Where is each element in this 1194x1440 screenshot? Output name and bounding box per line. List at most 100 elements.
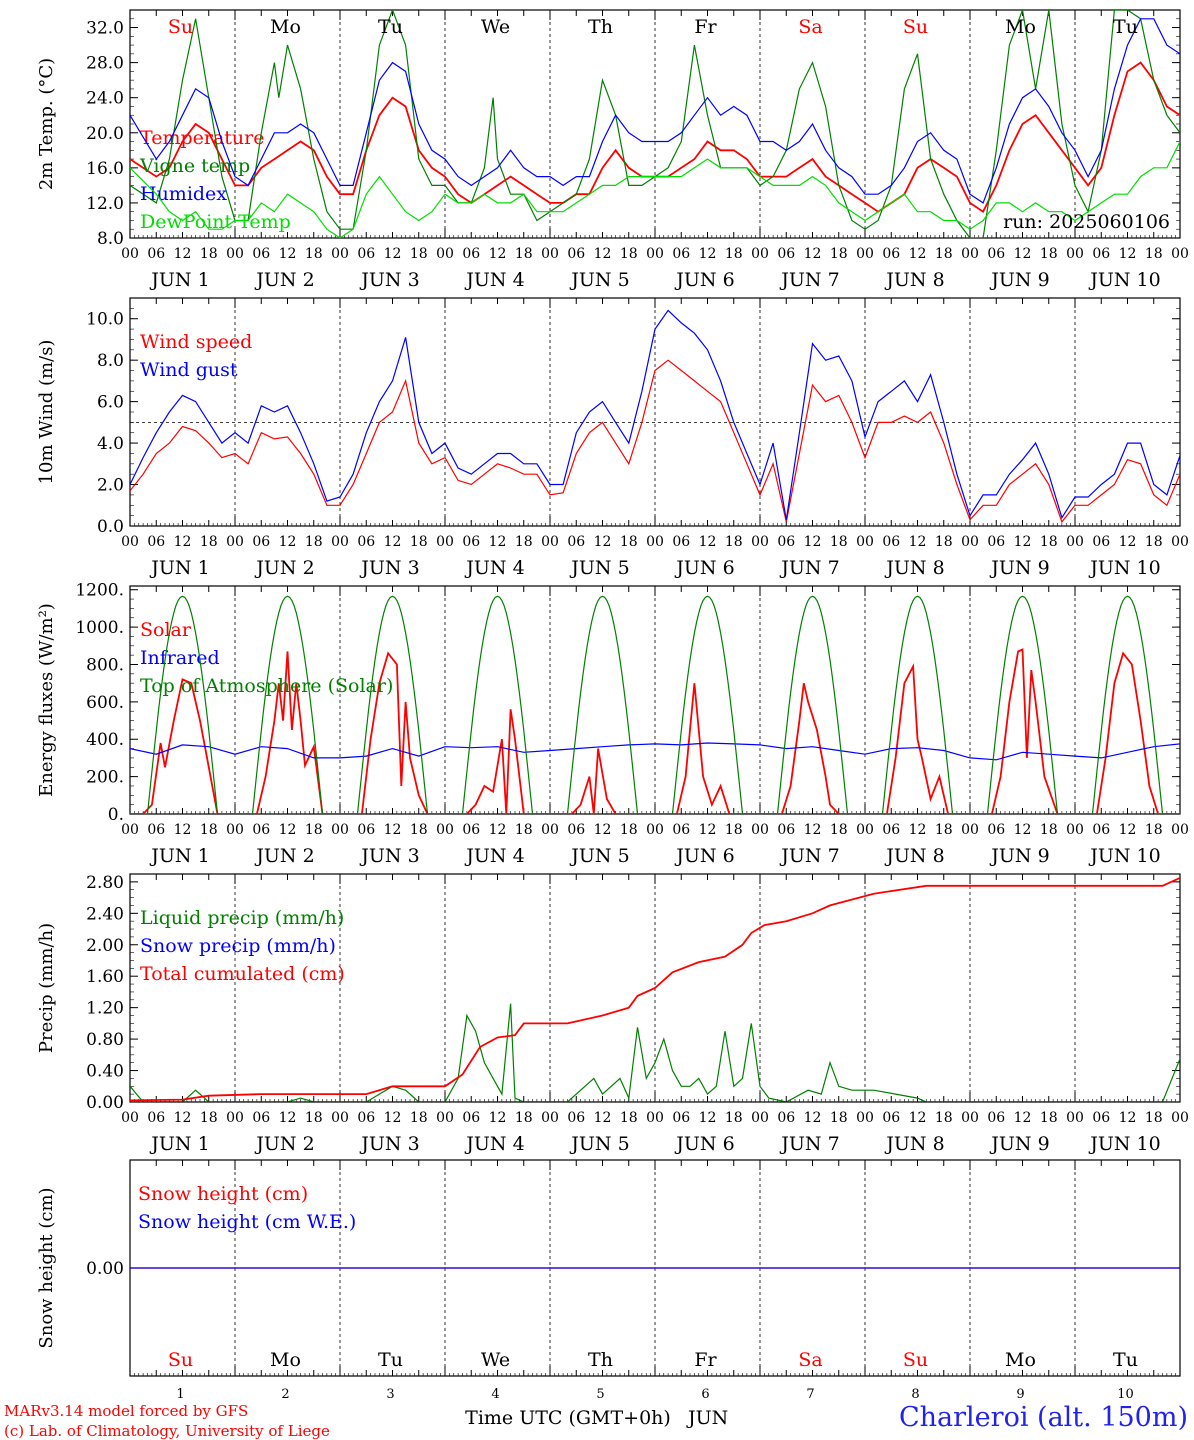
date-label: JUN 1 [149, 845, 209, 867]
y-tick-label: 600. [86, 693, 124, 713]
hour-tick-label: 12 [804, 1110, 822, 1126]
hour-tick-label: 06 [462, 822, 480, 838]
hour-tick-label: 18 [200, 534, 218, 550]
hour-tick-label: 12 [1014, 534, 1032, 550]
date-label: JUN 10 [1088, 557, 1160, 579]
y-tick-label: 4.0 [97, 434, 124, 454]
hour-tick-label: 12 [699, 534, 717, 550]
day-label-bottom: Sa [798, 1349, 822, 1371]
y-tick-label: 0.00 [86, 1093, 124, 1113]
series-wind-gust [130, 309, 1180, 520]
hour-tick-label: 18 [305, 534, 323, 550]
day-label-top: We [481, 16, 510, 38]
hour-tick-label: 12 [1014, 246, 1032, 262]
hour-tick-label: 18 [305, 246, 323, 262]
hour-tick-label: 12 [384, 1110, 402, 1126]
hour-tick-label: 00 [856, 1110, 874, 1126]
date-label: JUN 3 [359, 269, 419, 291]
hour-tick-label: 00 [1171, 1110, 1189, 1126]
hour-tick-label: 06 [357, 246, 375, 262]
hour-tick-label: 06 [987, 1110, 1005, 1126]
hour-tick-label: 00 [856, 246, 874, 262]
panel-3: 0. 200. 400. 600. 800. 1000. 1200. Energy fluxe… [36, 581, 1189, 867]
legend-entry: Wind speed [140, 331, 252, 353]
date-label: JUN 4 [464, 1133, 524, 1155]
hour-tick-label: 12 [909, 534, 927, 550]
hour-tick-label: 12 [1119, 822, 1137, 838]
hour-tick-label: 00 [1066, 822, 1084, 838]
hour-tick-label: 18 [935, 534, 953, 550]
hour-tick-label: 12 [1119, 1110, 1137, 1126]
hour-tick-label: 12 [909, 822, 927, 838]
series-total-cumulated-cm- [130, 877, 1180, 1102]
hour-tick-label: 00 [121, 246, 139, 262]
hour-tick-label: 06 [462, 534, 480, 550]
series-wind-speed [130, 359, 1180, 524]
hour-tick-label: 12 [594, 822, 612, 838]
y-tick-label: 28.0 [86, 54, 124, 74]
panel-1: 8.0 12.0 16.0 20.0 24.0 28.0 32.0 2m Temp. (°C)… [36, 9, 1189, 291]
hour-tick-label: 06 [882, 822, 900, 838]
date-label: JUN 5 [569, 269, 629, 291]
series-dewpoint-temp [130, 141, 1180, 238]
hour-tick-label: 00 [751, 822, 769, 838]
hour-tick-label: 00 [1171, 822, 1189, 838]
hour-tick-label: 06 [672, 246, 690, 262]
y-tick-label: 0.0 [97, 517, 124, 537]
date-label: JUN 6 [674, 1133, 734, 1155]
day-label-top: Tu [378, 16, 403, 38]
hour-tick-label: 06 [987, 534, 1005, 550]
hour-tick-label: 06 [567, 822, 585, 838]
y-axis-label: Energy fluxes (W/m²) [36, 603, 57, 797]
hour-tick-label: 12 [699, 822, 717, 838]
y-tick-label: 6.0 [97, 393, 124, 413]
y-tick-label: 0.80 [86, 1030, 124, 1050]
x-axis-month: JUN [686, 1407, 728, 1429]
y-tick-label: 8.0 [97, 229, 124, 249]
day-label-top: Sa [798, 16, 822, 38]
day-label-bottom: Su [903, 1349, 928, 1371]
hour-tick-label: 00 [646, 1110, 664, 1126]
date-label: JUN 5 [569, 557, 629, 579]
hour-tick-label: 00 [226, 246, 244, 262]
date-label: JUN 8 [884, 845, 944, 867]
hour-tick-label: 00 [436, 534, 454, 550]
y-tick-label: 12.0 [86, 194, 124, 214]
date-label: JUN 10 [1088, 269, 1160, 291]
footer-model-credit: MARv3.14 model forced by GFS [4, 1402, 248, 1420]
hour-tick-label: 18 [410, 1110, 428, 1126]
hour-tick-label: 12 [1119, 246, 1137, 262]
hour-tick-label: 00 [1171, 246, 1189, 262]
hour-tick-label: 12 [384, 822, 402, 838]
hour-tick-label: 12 [279, 534, 297, 550]
panel-4: 0.00 0.40 0.80 1.20 1.60 2.00 2.40 2.80 Precip (… [36, 873, 1189, 1155]
hour-tick-label: 00 [1066, 534, 1084, 550]
hour-tick-label: 06 [147, 1110, 165, 1126]
y-tick-label: 32.0 [86, 19, 124, 39]
date-label: JUN 1 [149, 1133, 209, 1155]
day-number-label: 3 [386, 1387, 394, 1402]
hour-tick-label: 00 [961, 822, 979, 838]
hour-tick-label: 06 [252, 822, 270, 838]
date-label: JUN 8 [884, 557, 944, 579]
hour-tick-label: 18 [725, 534, 743, 550]
hour-tick-label: 18 [305, 822, 323, 838]
date-label: JUN 1 [149, 557, 209, 579]
hour-tick-label: 00 [961, 246, 979, 262]
date-label: JUN 10 [1088, 845, 1160, 867]
hour-tick-label: 00 [856, 534, 874, 550]
day-label-bottom: Th [588, 1349, 613, 1371]
hour-tick-label: 12 [909, 246, 927, 262]
x-axis-label: Time UTC (GMT+0h) [465, 1407, 671, 1429]
hour-tick-label: 00 [331, 822, 349, 838]
hour-tick-label: 06 [147, 822, 165, 838]
hour-tick-label: 00 [226, 1110, 244, 1126]
hour-tick-label: 06 [567, 1110, 585, 1126]
hour-tick-label: 12 [909, 1110, 927, 1126]
hour-tick-label: 06 [462, 246, 480, 262]
day-number-label: 8 [911, 1387, 919, 1402]
legend-entry: DewPoint Temp [140, 211, 291, 233]
hour-tick-label: 00 [541, 246, 559, 262]
day-label-top: Mo [270, 16, 301, 38]
day-label-top: Su [903, 16, 928, 38]
